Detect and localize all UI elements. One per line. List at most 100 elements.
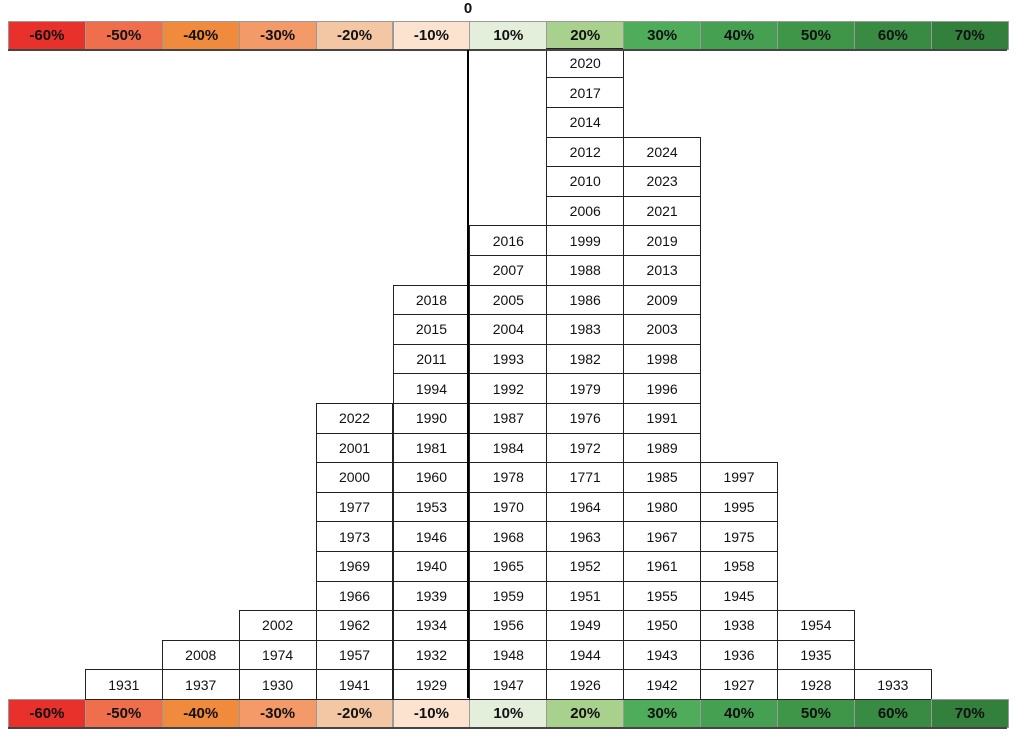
year-cell: 1965	[469, 551, 548, 582]
year-cell: 1986	[546, 284, 625, 316]
bottom-bin-header-8: 30%	[623, 699, 702, 728]
top-bin-header-7: 20%	[546, 21, 625, 50]
year-cell: 1983	[546, 314, 625, 345]
bottom-bin-header-9: 40%	[700, 699, 778, 728]
year-cell: 1985	[623, 462, 702, 493]
year-cell: 1998	[623, 343, 702, 375]
top-bin-header-4: -20%	[315, 21, 394, 50]
year-cell: 1941	[315, 669, 394, 700]
year-cell: 1947	[469, 669, 548, 700]
year-cell: 1933	[853, 669, 932, 700]
year-cell: 1943	[623, 639, 702, 671]
year-cell: 2008	[161, 639, 240, 671]
year-cell: 2017	[546, 77, 625, 108]
bottom-bin-header-12: 70%	[930, 699, 1009, 728]
year-cell: 1950	[623, 610, 702, 641]
year-cell: 1967	[623, 521, 702, 552]
year-cell: 2004	[469, 314, 548, 345]
year-cell: 1975	[700, 521, 778, 552]
year-cell: 2001	[315, 432, 394, 464]
year-cell: 2015	[392, 314, 471, 345]
year-cell: 2012	[546, 136, 625, 168]
top-bin-header-2: -40%	[161, 21, 240, 50]
year-cell: 1940	[392, 551, 471, 582]
year-cell: 2023	[623, 166, 702, 197]
year-cell: 1980	[623, 491, 702, 523]
bottom-bin-header-0: -60%	[8, 699, 86, 728]
year-cell: 1935	[777, 639, 855, 671]
year-cell: 1949	[546, 610, 625, 641]
top-bin-header-6: 10%	[469, 21, 548, 50]
year-cell: 1934	[392, 610, 471, 641]
year-cell: 1936	[700, 639, 778, 671]
year-cell: 1961	[623, 551, 702, 582]
top-bin-header-12: 70%	[930, 21, 1009, 50]
year-cell: 1946	[392, 521, 471, 552]
year-cell: 1927	[700, 669, 778, 700]
year-cell: 1954	[777, 610, 855, 641]
year-cell: 1960	[392, 462, 471, 493]
year-cell: 2022	[315, 403, 394, 434]
year-cell: 1929	[392, 669, 471, 700]
year-cell: 2011	[392, 343, 471, 375]
top-bin-header-1: -50%	[84, 21, 163, 50]
year-cell: 2000	[315, 462, 394, 493]
year-cell: 2019	[623, 225, 702, 256]
year-cell: 1987	[469, 403, 548, 434]
bottom-bin-header-11: 60%	[853, 699, 932, 728]
year-cell: 1942	[623, 669, 702, 700]
top-header-rule	[8, 49, 1007, 51]
year-cell: 1958	[700, 551, 778, 582]
year-cell: 1996	[623, 373, 702, 404]
year-cell: 1992	[469, 373, 548, 404]
year-cell: 1964	[546, 491, 625, 523]
year-cell: 1955	[623, 580, 702, 612]
year-cell: 1982	[546, 343, 625, 375]
top-bin-header-9: 40%	[700, 21, 778, 50]
year-cell: 2016	[469, 225, 548, 256]
top-bin-header-0: -60%	[8, 21, 86, 50]
top-bin-header-11: 60%	[853, 21, 932, 50]
top-bin-header-5: -10%	[392, 21, 471, 50]
year-cell: 1979	[546, 373, 625, 404]
year-cell: 1944	[546, 639, 625, 671]
year-cell: 1977	[315, 491, 394, 523]
bottom-bin-header-7: 20%	[546, 699, 625, 728]
bottom-bin-header-6: 10%	[469, 699, 548, 728]
year-cell: 1997	[700, 462, 778, 493]
year-cell: 1939	[392, 580, 471, 612]
bottom-header-rule	[8, 727, 1007, 729]
top-bin-header-3: -30%	[238, 21, 317, 50]
year-cell: 2010	[546, 166, 625, 197]
year-cell: 1974	[238, 639, 317, 671]
year-cell: 1962	[315, 610, 394, 641]
year-cell: 2020	[546, 47, 625, 79]
year-cell: 2005	[469, 284, 548, 316]
year-cell: 1978	[469, 462, 548, 493]
bottom-bin-header-10: 50%	[777, 699, 855, 728]
year-cell: 1771	[546, 462, 625, 493]
year-cell: 1963	[546, 521, 625, 552]
year-cell: 1966	[315, 580, 394, 612]
year-cell: 2007	[469, 255, 548, 286]
year-cell: 1957	[315, 639, 394, 671]
bottom-bin-header-1: -50%	[84, 699, 163, 728]
bottom-bin-header-2: -40%	[161, 699, 240, 728]
year-cell: 1928	[777, 669, 855, 700]
year-cell: 1984	[469, 432, 548, 464]
year-cell: 1938	[700, 610, 778, 641]
year-cell: 1945	[700, 580, 778, 612]
year-cell: 2009	[623, 284, 702, 316]
year-cell: 1970	[469, 491, 548, 523]
year-cell: 1994	[392, 373, 471, 404]
year-cell: 1926	[546, 669, 625, 700]
year-cell: 1993	[469, 343, 548, 375]
year-cell: 1973	[315, 521, 394, 552]
year-cell: 1976	[546, 403, 625, 434]
year-cell: 1930	[238, 669, 317, 700]
bottom-bin-header-4: -20%	[315, 699, 394, 728]
year-cell: 1988	[546, 255, 625, 286]
year-cell: 2006	[546, 195, 625, 227]
year-cell: 1990	[392, 403, 471, 434]
